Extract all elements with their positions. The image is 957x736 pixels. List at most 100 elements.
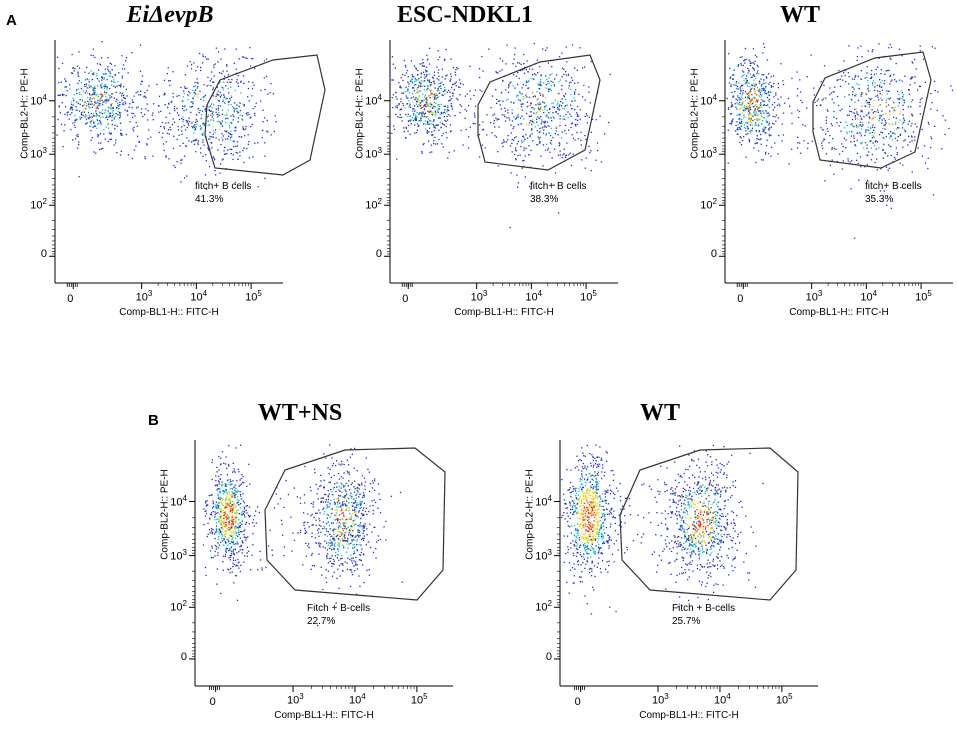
event-dot [528, 154, 530, 156]
event-dot [889, 83, 891, 85]
x-tick-label: 104 [190, 289, 208, 304]
event-dot [339, 535, 341, 538]
event-dot [231, 535, 233, 537]
event-dot [739, 86, 742, 88]
event-dot [110, 138, 112, 140]
gate-polygon[interactable] [477, 54, 601, 171]
event-dot [245, 128, 247, 130]
event-dot [353, 502, 356, 504]
event-dot [757, 150, 760, 152]
event-dot [115, 142, 117, 144]
event-dot [889, 74, 892, 77]
event-dot [99, 119, 101, 122]
event-dot [254, 112, 256, 115]
event-dot [747, 107, 749, 109]
event-dot [861, 128, 863, 130]
event-dot [757, 138, 759, 140]
event-dot [750, 120, 752, 122]
event-dot [232, 505, 235, 507]
event-dot [577, 82, 579, 84]
event-dot [765, 85, 767, 88]
event-dot [916, 126, 918, 128]
event-dot [74, 126, 76, 129]
event-dot [504, 110, 507, 112]
event-dot [163, 94, 165, 96]
event-dot [124, 101, 126, 103]
event-dot [239, 526, 241, 528]
event-dot [315, 483, 317, 486]
event-dot [850, 98, 853, 101]
event-dot [392, 79, 394, 81]
event-dot [107, 105, 109, 108]
event-dot [237, 158, 239, 160]
event-dot [225, 516, 227, 518]
event-dot [339, 522, 341, 525]
event-dot [232, 565, 234, 568]
event-dot [265, 58, 268, 60]
event-dot [232, 557, 234, 559]
event-dot [734, 103, 736, 105]
event-dot [214, 550, 216, 553]
event-dot [765, 82, 767, 84]
event-dot [523, 72, 526, 74]
event-dot [429, 79, 431, 81]
event-dot [221, 485, 223, 487]
event-dot [146, 89, 148, 92]
event-dot [426, 88, 429, 90]
event-dot [346, 540, 348, 542]
gate-polygon[interactable] [812, 51, 932, 169]
event-dot [923, 145, 926, 147]
event-dot [797, 136, 799, 138]
event-dot [93, 122, 95, 124]
gate-polygon[interactable] [204, 54, 326, 176]
event-dot [756, 119, 758, 122]
event-dot [797, 88, 799, 90]
event-dot [909, 78, 912, 80]
event-dot [777, 98, 779, 100]
event-dot [212, 125, 214, 128]
event-dot [537, 116, 539, 118]
event-dot [510, 101, 512, 103]
event-dot [218, 94, 220, 96]
event-dot [533, 108, 536, 110]
event-dot [441, 81, 443, 83]
event-dot [889, 123, 891, 126]
event-dot [898, 98, 900, 101]
event-dot [225, 483, 227, 486]
event-dot [107, 70, 110, 72]
event-dot [762, 43, 765, 45]
event-dot [903, 121, 905, 123]
event-dot [565, 71, 567, 73]
event-dot [499, 104, 501, 106]
event-dot [85, 107, 87, 110]
event-dot [65, 80, 67, 82]
event-dot [331, 507, 333, 509]
event-dot [507, 98, 509, 100]
event-dot [749, 73, 751, 75]
event-dot [748, 93, 750, 95]
event-dot [352, 539, 354, 541]
event-dot [600, 161, 603, 163]
event-dot [224, 536, 227, 538]
event-dot [219, 531, 221, 533]
event-dot [445, 75, 447, 77]
event-dot [183, 124, 185, 127]
event-dot [931, 46, 933, 48]
event-dot [497, 151, 499, 153]
event-dot [120, 83, 122, 85]
event-dot [429, 81, 431, 83]
event-dot [436, 94, 438, 96]
event-dot [222, 511, 224, 514]
event-dot [430, 106, 432, 108]
event-dot [238, 526, 240, 528]
event-dot [243, 147, 245, 149]
event-dot [447, 157, 449, 159]
event-dot [218, 505, 220, 507]
event-dot [532, 118, 534, 120]
event-dot [547, 62, 549, 64]
event-dot [322, 588, 324, 591]
event-dot [348, 501, 350, 503]
event-dot [333, 486, 335, 489]
event-dot [544, 149, 547, 151]
event-dot [242, 128, 244, 130]
